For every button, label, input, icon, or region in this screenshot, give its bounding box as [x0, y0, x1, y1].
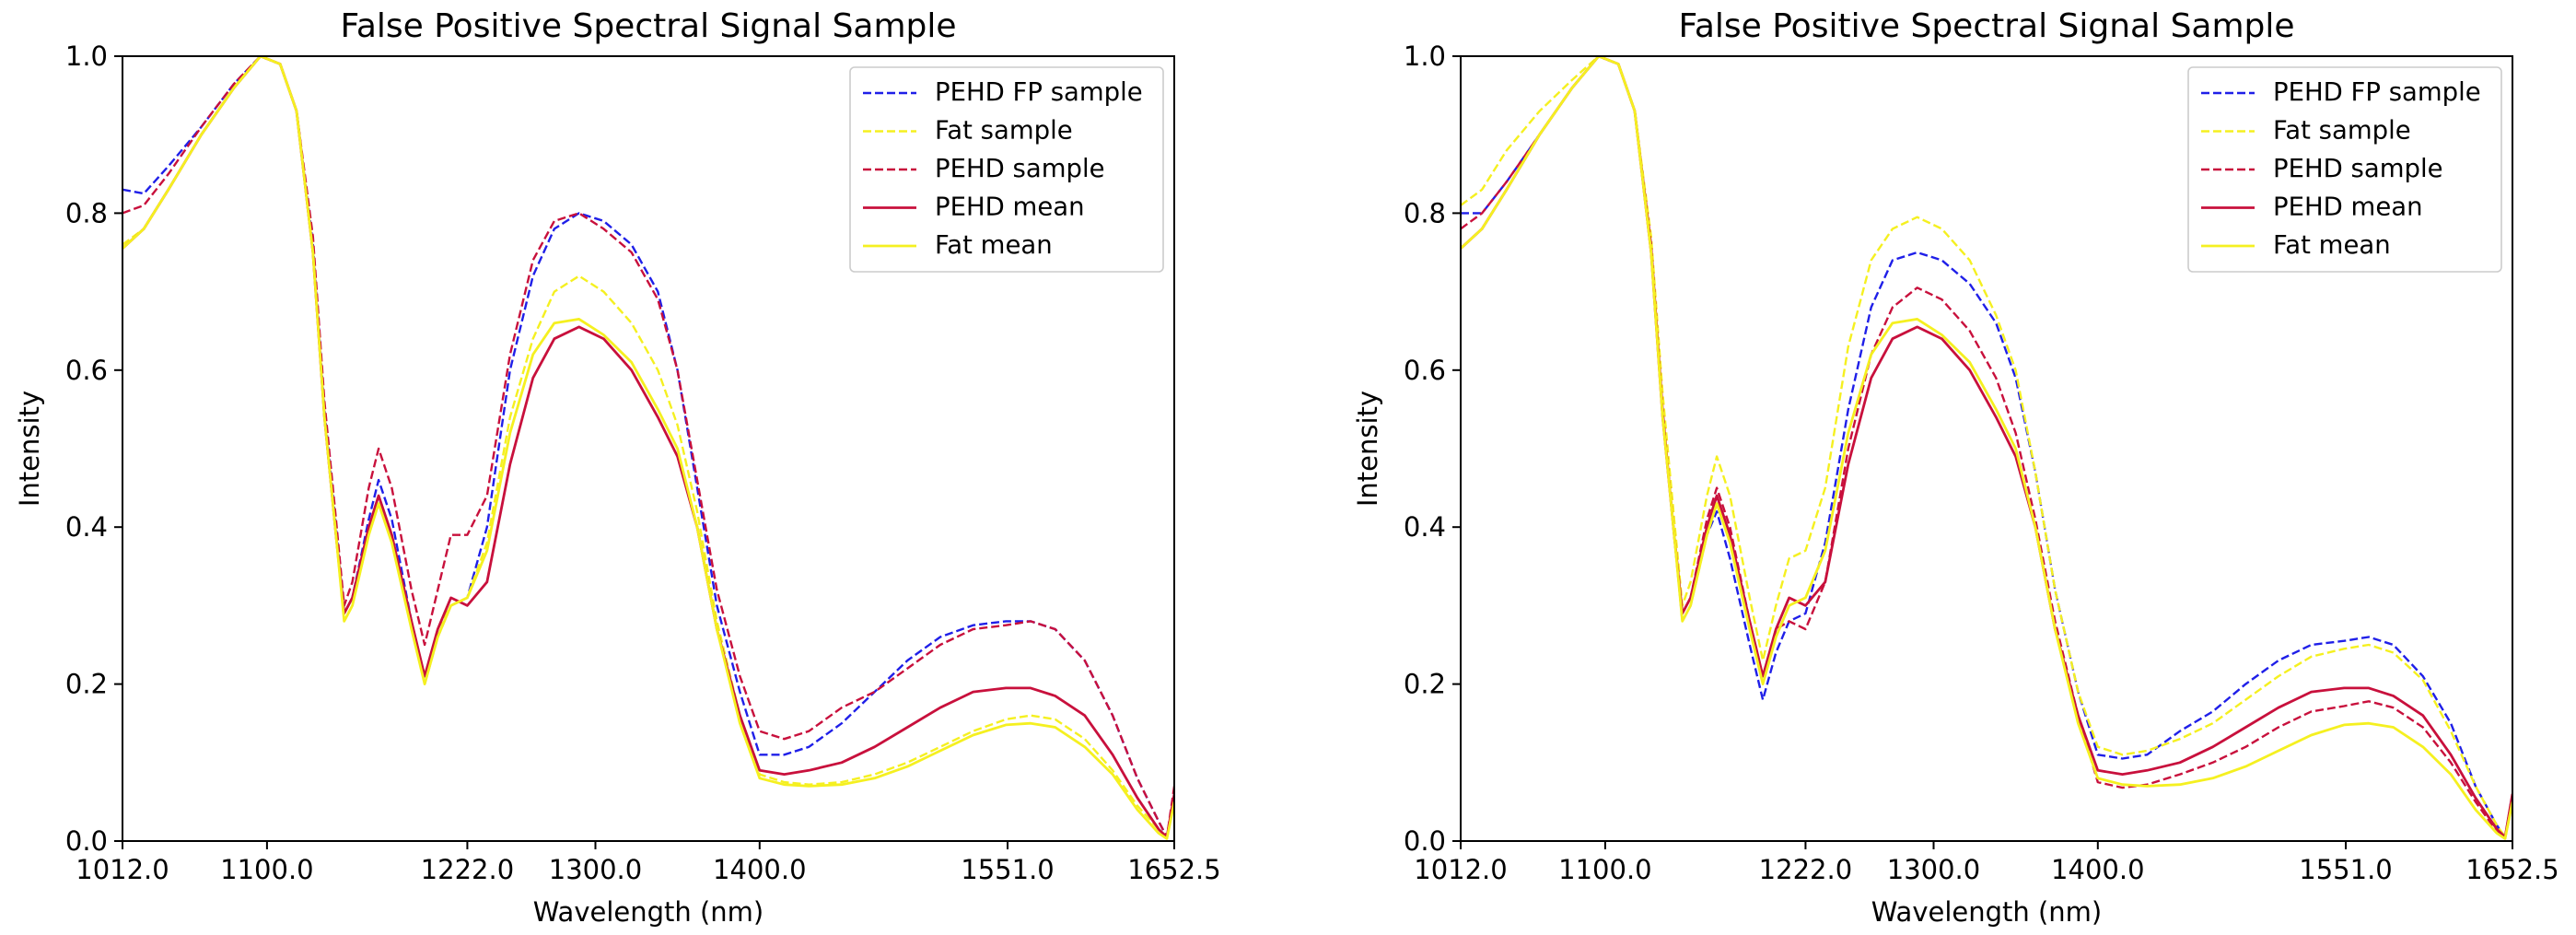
legend-box: [849, 66, 1164, 273]
x-tick-label: 1100.0: [220, 854, 313, 885]
legend-label: Fat mean: [935, 230, 1053, 260]
series-line-fat-sample: [122, 56, 1174, 838]
x-tick-label: 1222.0: [421, 854, 514, 885]
x-axis-label: Wavelength (nm): [533, 896, 764, 928]
x-tick-label: 1300.0: [549, 854, 642, 885]
chart-title: False Positive Spectral Signal Sample: [1678, 7, 2294, 45]
y-tick-label: 0.8: [65, 197, 108, 228]
x-tick-label: 1400.0: [2051, 854, 2144, 885]
legend-label: Fat mean: [2273, 230, 2391, 260]
series-line-fat-sample: [1461, 56, 2512, 838]
x-tick-label: 1551.0: [961, 854, 1054, 885]
y-axis-label: Intensity: [1352, 391, 1383, 507]
x-tick-label: 1300.0: [1887, 854, 1980, 885]
y-tick-label: 0.6: [65, 355, 108, 386]
y-tick-label: 0.6: [1404, 355, 1446, 386]
x-tick-label: 1652.5: [1127, 854, 1220, 885]
series-group: [122, 56, 1174, 840]
y-tick-label: 1.0: [65, 41, 108, 72]
x-tick-label: 1100.0: [1558, 854, 1651, 885]
y-tick-label: 1.0: [1404, 41, 1446, 72]
legend-label: PEHD sample: [935, 154, 1105, 183]
series-line-fat-mean: [122, 56, 1174, 840]
x-tick-label: 1652.5: [2465, 854, 2559, 885]
legend: PEHD FP sample Fat sample PEHD sample PEHD …: [849, 66, 1164, 273]
legend-label: PEHD mean: [2273, 193, 2423, 222]
series-line-fat-mean: [1461, 56, 2512, 840]
y-axis-label: Intensity: [14, 391, 45, 507]
legend-label: PEHD FP sample: [2273, 77, 2481, 107]
x-tick-label: 1400.0: [713, 854, 806, 885]
legend: PEHD FP sample Fat sample PEHD sample PEHD …: [2187, 66, 2502, 273]
x-axis-label: Wavelength (nm): [1871, 896, 2103, 928]
plot-frame: [122, 55, 1175, 842]
x-tick-label: 1551.0: [2299, 854, 2392, 885]
legend-label: PEHD FP sample: [935, 77, 1143, 107]
x-tick-label: 1012.0: [1414, 854, 1507, 885]
y-tick-label: 0.4: [1404, 511, 1446, 543]
plot-frame: [1460, 55, 2513, 842]
legend-label: PEHD mean: [935, 193, 1085, 222]
series-group: [1461, 56, 2512, 840]
legend-label: Fat sample: [2273, 116, 2411, 146]
x-tick-label: 1012.0: [76, 854, 169, 885]
legend-label: Fat sample: [935, 116, 1073, 146]
y-tick-label: 0.0: [65, 825, 108, 857]
x-tick-label: 1222.0: [1759, 854, 1852, 885]
y-tick-label: 0.2: [1404, 669, 1446, 700]
chart-panel-right: False Positive Spectral Signal Sample 101…: [1352, 7, 2559, 928]
legend-box: [2187, 66, 2502, 273]
y-tick-label: 0.2: [65, 669, 108, 700]
y-tick-label: 0.8: [1404, 197, 1446, 228]
chart-panel-left: False Positive Spectral Signal Sample 101…: [14, 7, 1221, 928]
chart-title: False Positive Spectral Signal Sample: [340, 7, 956, 45]
y-tick-label: 0.0: [1404, 825, 1446, 857]
legend-label: PEHD sample: [2273, 154, 2443, 183]
y-tick-label: 0.4: [65, 511, 108, 543]
